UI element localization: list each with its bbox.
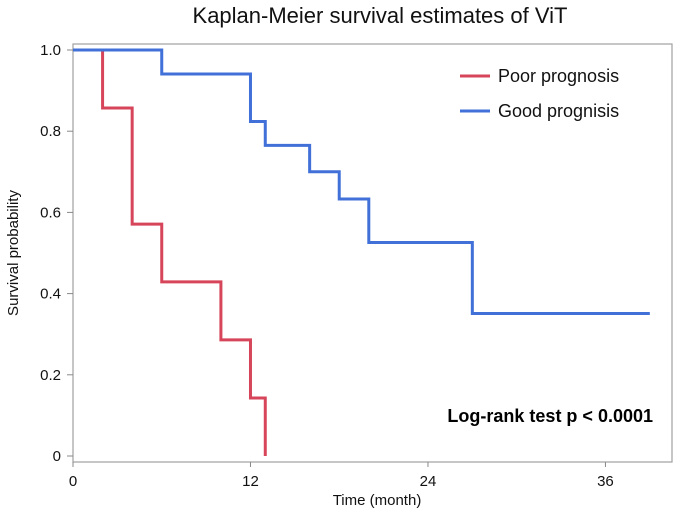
legend-label-good: Good prognisis <box>498 101 619 121</box>
x-axis-label: Time (month) <box>333 492 422 509</box>
y-tick-label: 0.2 <box>40 367 61 384</box>
chart-title: Kaplan-Meier survival estimates of ViT <box>193 3 568 28</box>
y-tick-label: 0.8 <box>40 123 61 140</box>
x-tick-label: 36 <box>597 473 614 490</box>
x-tick-label: 24 <box>420 473 437 490</box>
y-axis-label: Survival probability <box>5 190 22 316</box>
y-tick-label: 1.0 <box>40 42 61 59</box>
logrank-annotation: Log-rank test p < 0.0001 <box>447 406 653 426</box>
survival-curve-poor <box>73 48 267 456</box>
x-tick-label: 0 <box>69 473 77 490</box>
legend: Poor prognosis Good prognisis <box>460 66 619 121</box>
y-tick-label: 0.4 <box>40 286 61 303</box>
y-tick-label: 0.6 <box>40 204 61 221</box>
plot-frame <box>72 43 673 463</box>
y-tick-label: 0 <box>53 448 61 465</box>
legend-label-poor: Poor prognosis <box>498 66 619 86</box>
survival-curve-good <box>73 48 650 315</box>
x-tick-label: 12 <box>242 473 259 490</box>
